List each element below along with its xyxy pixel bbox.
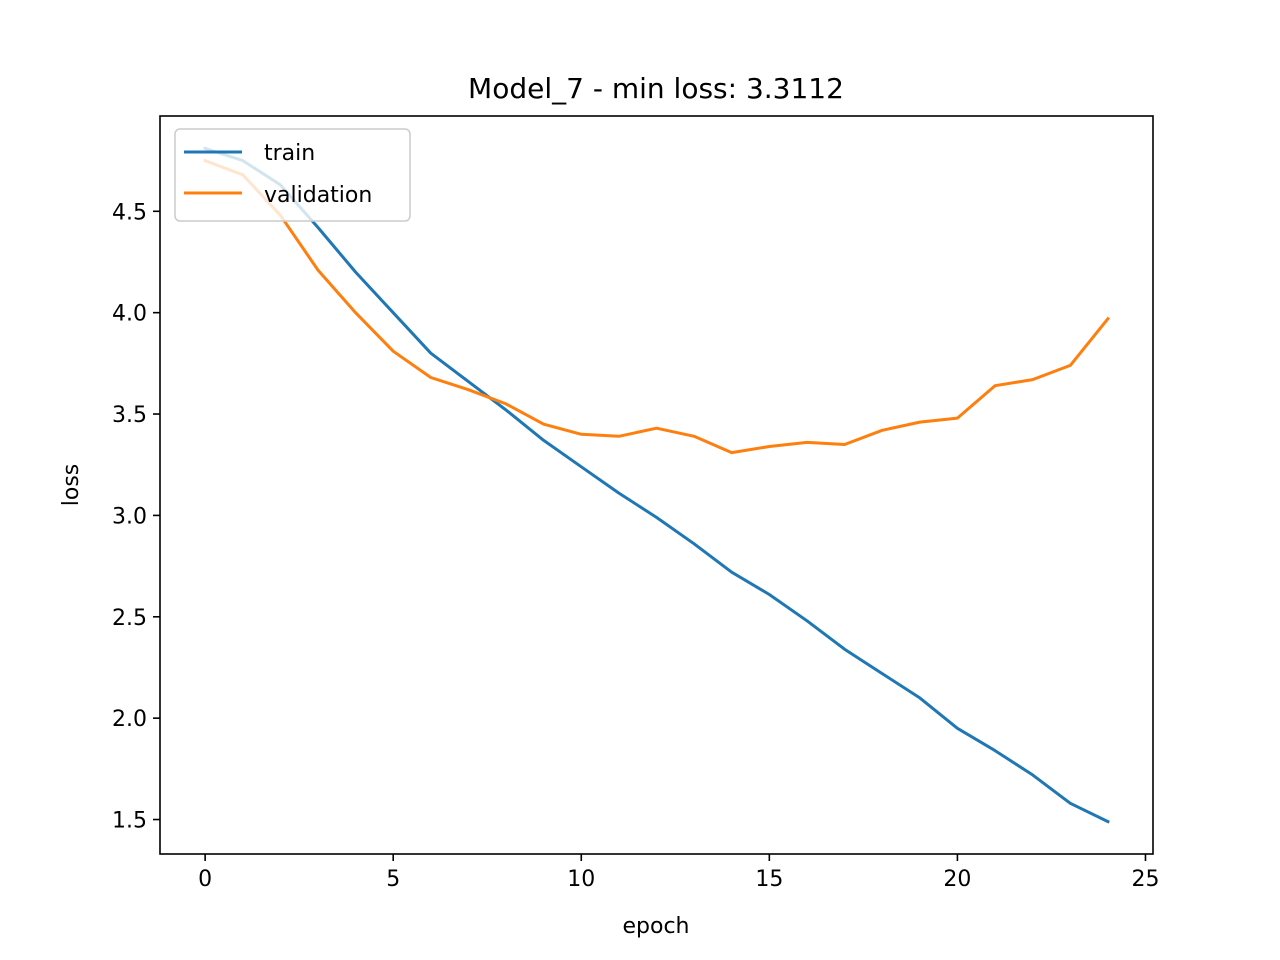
x-tick-label: 20 [943, 867, 971, 892]
series-line-train [203, 146, 1110, 824]
y-axis-label: loss [59, 464, 84, 507]
y-tick-label: 4.5 [112, 200, 147, 225]
legend-label-validation: validation [264, 183, 372, 208]
x-tick-label: 25 [1131, 867, 1159, 892]
y-tick-label: 3.0 [112, 504, 147, 529]
series-layer [203, 146, 1111, 824]
legend-label-train: train [264, 141, 315, 166]
y-tick-label: 2.0 [112, 707, 147, 732]
x-tick-label: 0 [198, 867, 212, 892]
x-tick-label: 5 [386, 867, 400, 892]
x-axis-ticks: 0 5 10 15 20 25 [198, 854, 1159, 892]
plot-frame [159, 115, 1154, 855]
y-tick-label: 1.5 [112, 809, 147, 834]
legend: train validation [174, 128, 411, 222]
y-tick-label: 4.0 [112, 302, 147, 327]
y-axis-ticks: 1.5 2.0 2.5 3.0 3.5 4.0 4.5 [112, 200, 160, 834]
y-tick-label: 3.5 [112, 403, 147, 428]
x-tick-label: 10 [567, 867, 595, 892]
y-tick-label: 2.5 [112, 606, 147, 631]
x-axis-label: epoch [623, 914, 690, 939]
chart-title: Model_7 - min loss: 3.3112 [468, 72, 844, 105]
x-tick-label: 15 [755, 867, 783, 892]
series-line-validation [203, 158, 1111, 455]
